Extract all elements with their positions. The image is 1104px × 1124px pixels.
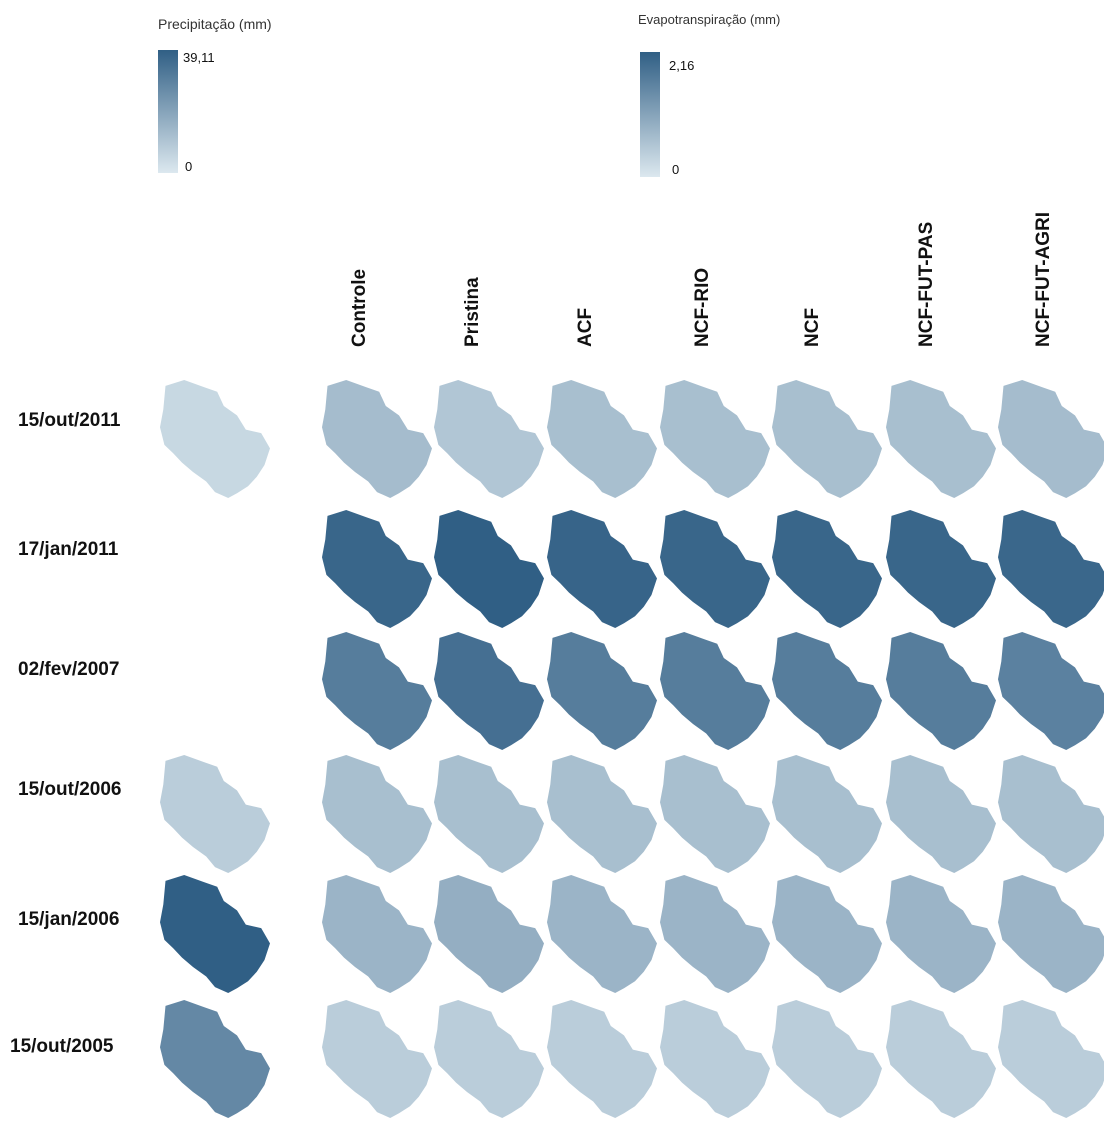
et-map-0-3: [660, 380, 770, 498]
et-map-2-1: [434, 632, 544, 750]
et-legend-min: 0: [672, 162, 680, 177]
et-map-0-6: [998, 380, 1104, 498]
et-map-4-6: [998, 875, 1104, 993]
et-map-4-0: [322, 875, 432, 993]
et-map-0-5: [886, 380, 996, 498]
row-label-02-fev-2007: 02/fev/2007: [18, 659, 120, 680]
precip-map-3: [160, 755, 270, 873]
et-map-4-5: [886, 875, 996, 993]
et-map-5-2: [547, 1000, 657, 1118]
row-label-15-out-2006: 15/out/2006: [18, 779, 122, 800]
et-map-3-1: [434, 755, 544, 873]
row-label-15-out-2005: 15/out/2005: [10, 1036, 114, 1057]
et-map-3-0: [322, 755, 432, 873]
et-map-5-6: [998, 1000, 1104, 1118]
precip-legend-max: 39,11: [183, 50, 215, 65]
et-map-2-0: [322, 632, 432, 750]
precip-map-4: [160, 875, 270, 993]
et-map-1-0: [322, 510, 432, 628]
row-label-15-jan-2006: 15/jan/2006: [18, 909, 120, 930]
et-map-5-3: [660, 1000, 770, 1118]
precip-map-0: [160, 380, 270, 498]
et-map-2-6: [998, 632, 1104, 750]
et-map-1-5: [886, 510, 996, 628]
precip-map-5: [160, 1000, 270, 1118]
et-map-3-2: [547, 755, 657, 873]
et-map-4-4: [772, 875, 882, 993]
et-map-2-5: [886, 632, 996, 750]
et-map-4-2: [547, 875, 657, 993]
et-map-3-5: [886, 755, 996, 873]
et-map-1-3: [660, 510, 770, 628]
et-map-3-4: [772, 755, 882, 873]
precip-legend-title: Precipitação (mm): [158, 16, 272, 32]
et-map-0-4: [772, 380, 882, 498]
et-map-1-4: [772, 510, 882, 628]
et-legend-bar: [640, 52, 660, 177]
et-map-2-4: [772, 632, 882, 750]
et-map-5-4: [772, 1000, 882, 1118]
et-map-2-2: [547, 632, 657, 750]
row-label-15-out-2011: 15/out/2011: [18, 410, 121, 431]
et-map-4-1: [434, 875, 544, 993]
et-legend-title: Evapotranspiração (mm): [638, 12, 781, 27]
et-map-2-3: [660, 632, 770, 750]
et-map-0-2: [547, 380, 657, 498]
precip-legend-min: 0: [185, 159, 193, 174]
et-map-4-3: [660, 875, 770, 993]
et-map-1-1: [434, 510, 544, 628]
et-map-0-1: [434, 380, 544, 498]
et-map-5-0: [322, 1000, 432, 1118]
et-map-5-5: [886, 1000, 996, 1118]
et-map-3-6: [998, 755, 1104, 873]
et-map-1-6: [998, 510, 1104, 628]
row-label-17-jan-2011: 17/jan/2011: [18, 539, 119, 560]
et-map-1-2: [547, 510, 657, 628]
precip-legend-bar: [158, 50, 178, 173]
et-legend-max: 2,16: [669, 58, 695, 73]
et-map-0-0: [322, 380, 432, 498]
et-map-3-3: [660, 755, 770, 873]
et-map-5-1: [434, 1000, 544, 1118]
